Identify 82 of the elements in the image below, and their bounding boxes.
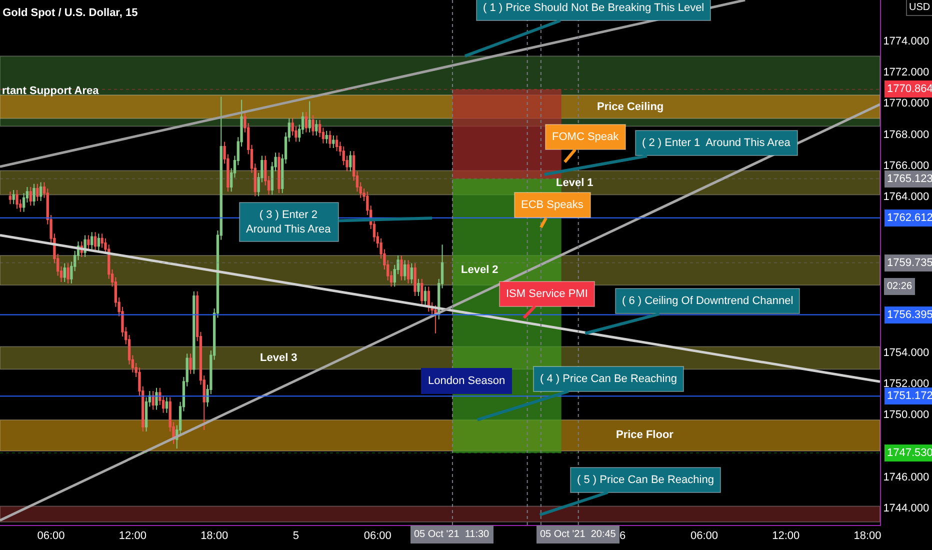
y-tick-label: 1752.000 [883,378,930,390]
candlestick [97,233,100,252]
x-tick-label: 5 [292,530,300,542]
y-tick-label: 1774.000 [883,35,930,48]
ref-line-label: 05 Oct '21 20:45 [540,529,616,540]
y-tick-label: 1744.000 [883,502,930,515]
candlestick [155,387,158,410]
candlestick [16,190,18,210]
candlestick [39,182,42,202]
x-tick-label: 06:00 [37,530,65,542]
candlestick [424,286,427,306]
candlestick [325,130,328,144]
annotation: ( 2 ) Enter 1 Around This Area [642,137,792,149]
annotation: ( 1 ) Price Should Not Be Breaking This Level [483,2,704,14]
candlestick [332,135,335,148]
y-tick-label: 1766.000 [883,160,930,172]
band-label: Level 2 [461,264,498,276]
ref-line-label: 1751.172 [887,390,932,402]
candlestick [349,150,352,172]
x-tick-label: 18:00 [854,530,882,542]
candlestick [406,260,410,284]
candlestick [304,112,308,133]
ref-line-label: 05 Oct '21 11:30 [414,529,490,540]
y-tick-label: 1750.000 [883,409,930,422]
candlestick [335,135,338,152]
candlestick [278,152,280,194]
band-label: Price Floor [616,429,674,441]
candlestick [36,183,39,202]
candlestick [66,262,70,284]
candlestick [315,119,318,136]
candlestick [12,190,15,205]
y-tick-label: 1746.000 [883,472,930,484]
candlestick [90,232,94,250]
band-label: rtant Support Area [2,85,100,97]
candlestick [32,183,36,206]
annotation: ( 6 ) Ceiling Of Downtrend Channel [622,295,794,307]
candlestick [152,390,154,410]
annotation: ( 3 ) Enter 2 Around This Area [246,209,332,236]
candlestick [87,234,90,250]
y-tick-label: 1754.000 [883,346,930,359]
band-label: Level 3 [260,352,298,364]
ref-line-label: 1762.612 [887,212,932,224]
text: Gold Spot / U.S. Dollar, 15 [2,6,138,19]
annotation: ECB Speaks [521,199,584,211]
annotation: ( 4 ) Price Can Be Reaching [540,373,677,385]
candlestick [417,278,420,296]
y-tick-label: 1768.000 [883,128,930,141]
candlestick [420,278,424,306]
band-label: Price Ceiling [597,101,664,113]
y-tick-label: 1764.000 [883,191,930,204]
annotation: ISM Service PMI [506,288,588,300]
candlestick [427,286,430,312]
candlestick [308,100,311,133]
annotation: London Season [428,375,506,387]
candlestick [328,130,332,148]
candlestick [312,114,314,136]
text: USD [909,2,930,13]
candlestick [8,191,12,205]
annotation: FOMC Speak [552,131,620,143]
candlestick [100,233,104,248]
x-tick-label: 06:00 [364,530,392,542]
candlestick [192,290,196,374]
x-tick-label: 6 [620,530,626,542]
band-label: Level 1 [556,177,594,189]
candlestick [29,186,32,206]
y-tick-label: 1770.000 [883,98,930,110]
annotation: ( 5 ) Price Can Be Reaching [577,474,714,486]
x-tick-label: 06:00 [690,530,718,542]
candlestick [414,262,416,296]
candlestick [94,232,97,252]
candlestick [434,304,437,334]
candlestick [189,353,192,374]
y-tick-label: 1772.000 [883,66,930,79]
text: 02:26 [887,281,912,292]
x-tick-label: 12:00 [772,530,800,542]
candlestick [400,254,403,281]
candlestick [410,262,413,284]
x-tick-label: 12:00 [118,530,146,542]
x-tick-label: 18:00 [200,530,228,542]
candlestick [404,260,406,281]
candlestick [165,396,168,414]
candlestick [63,262,66,282]
